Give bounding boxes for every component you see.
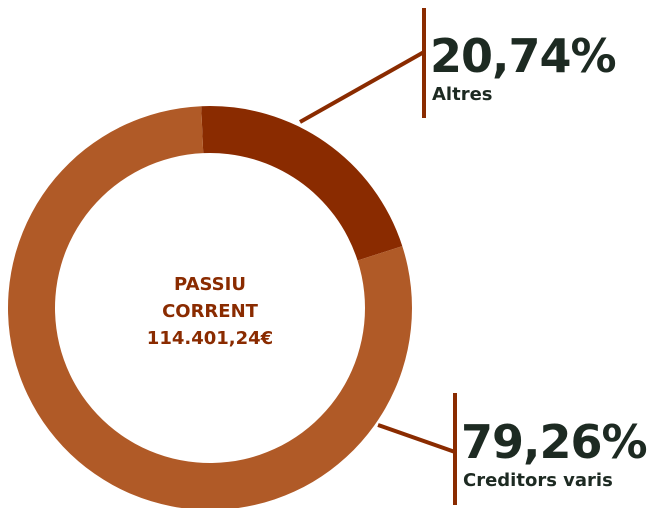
center-label: PASSIU xyxy=(174,274,246,295)
slice xyxy=(201,106,403,261)
value-label: 20,74% xyxy=(430,29,616,83)
leader-line xyxy=(299,50,425,124)
legend-label: Creditors varis xyxy=(463,470,613,491)
center-label: 114.401,24€ xyxy=(147,328,273,349)
leader-line xyxy=(377,423,456,454)
value-label: 79,26% xyxy=(461,415,647,469)
donut xyxy=(8,106,412,508)
center-label: CORRENT xyxy=(162,301,259,322)
legend-label: Altres xyxy=(432,84,493,105)
